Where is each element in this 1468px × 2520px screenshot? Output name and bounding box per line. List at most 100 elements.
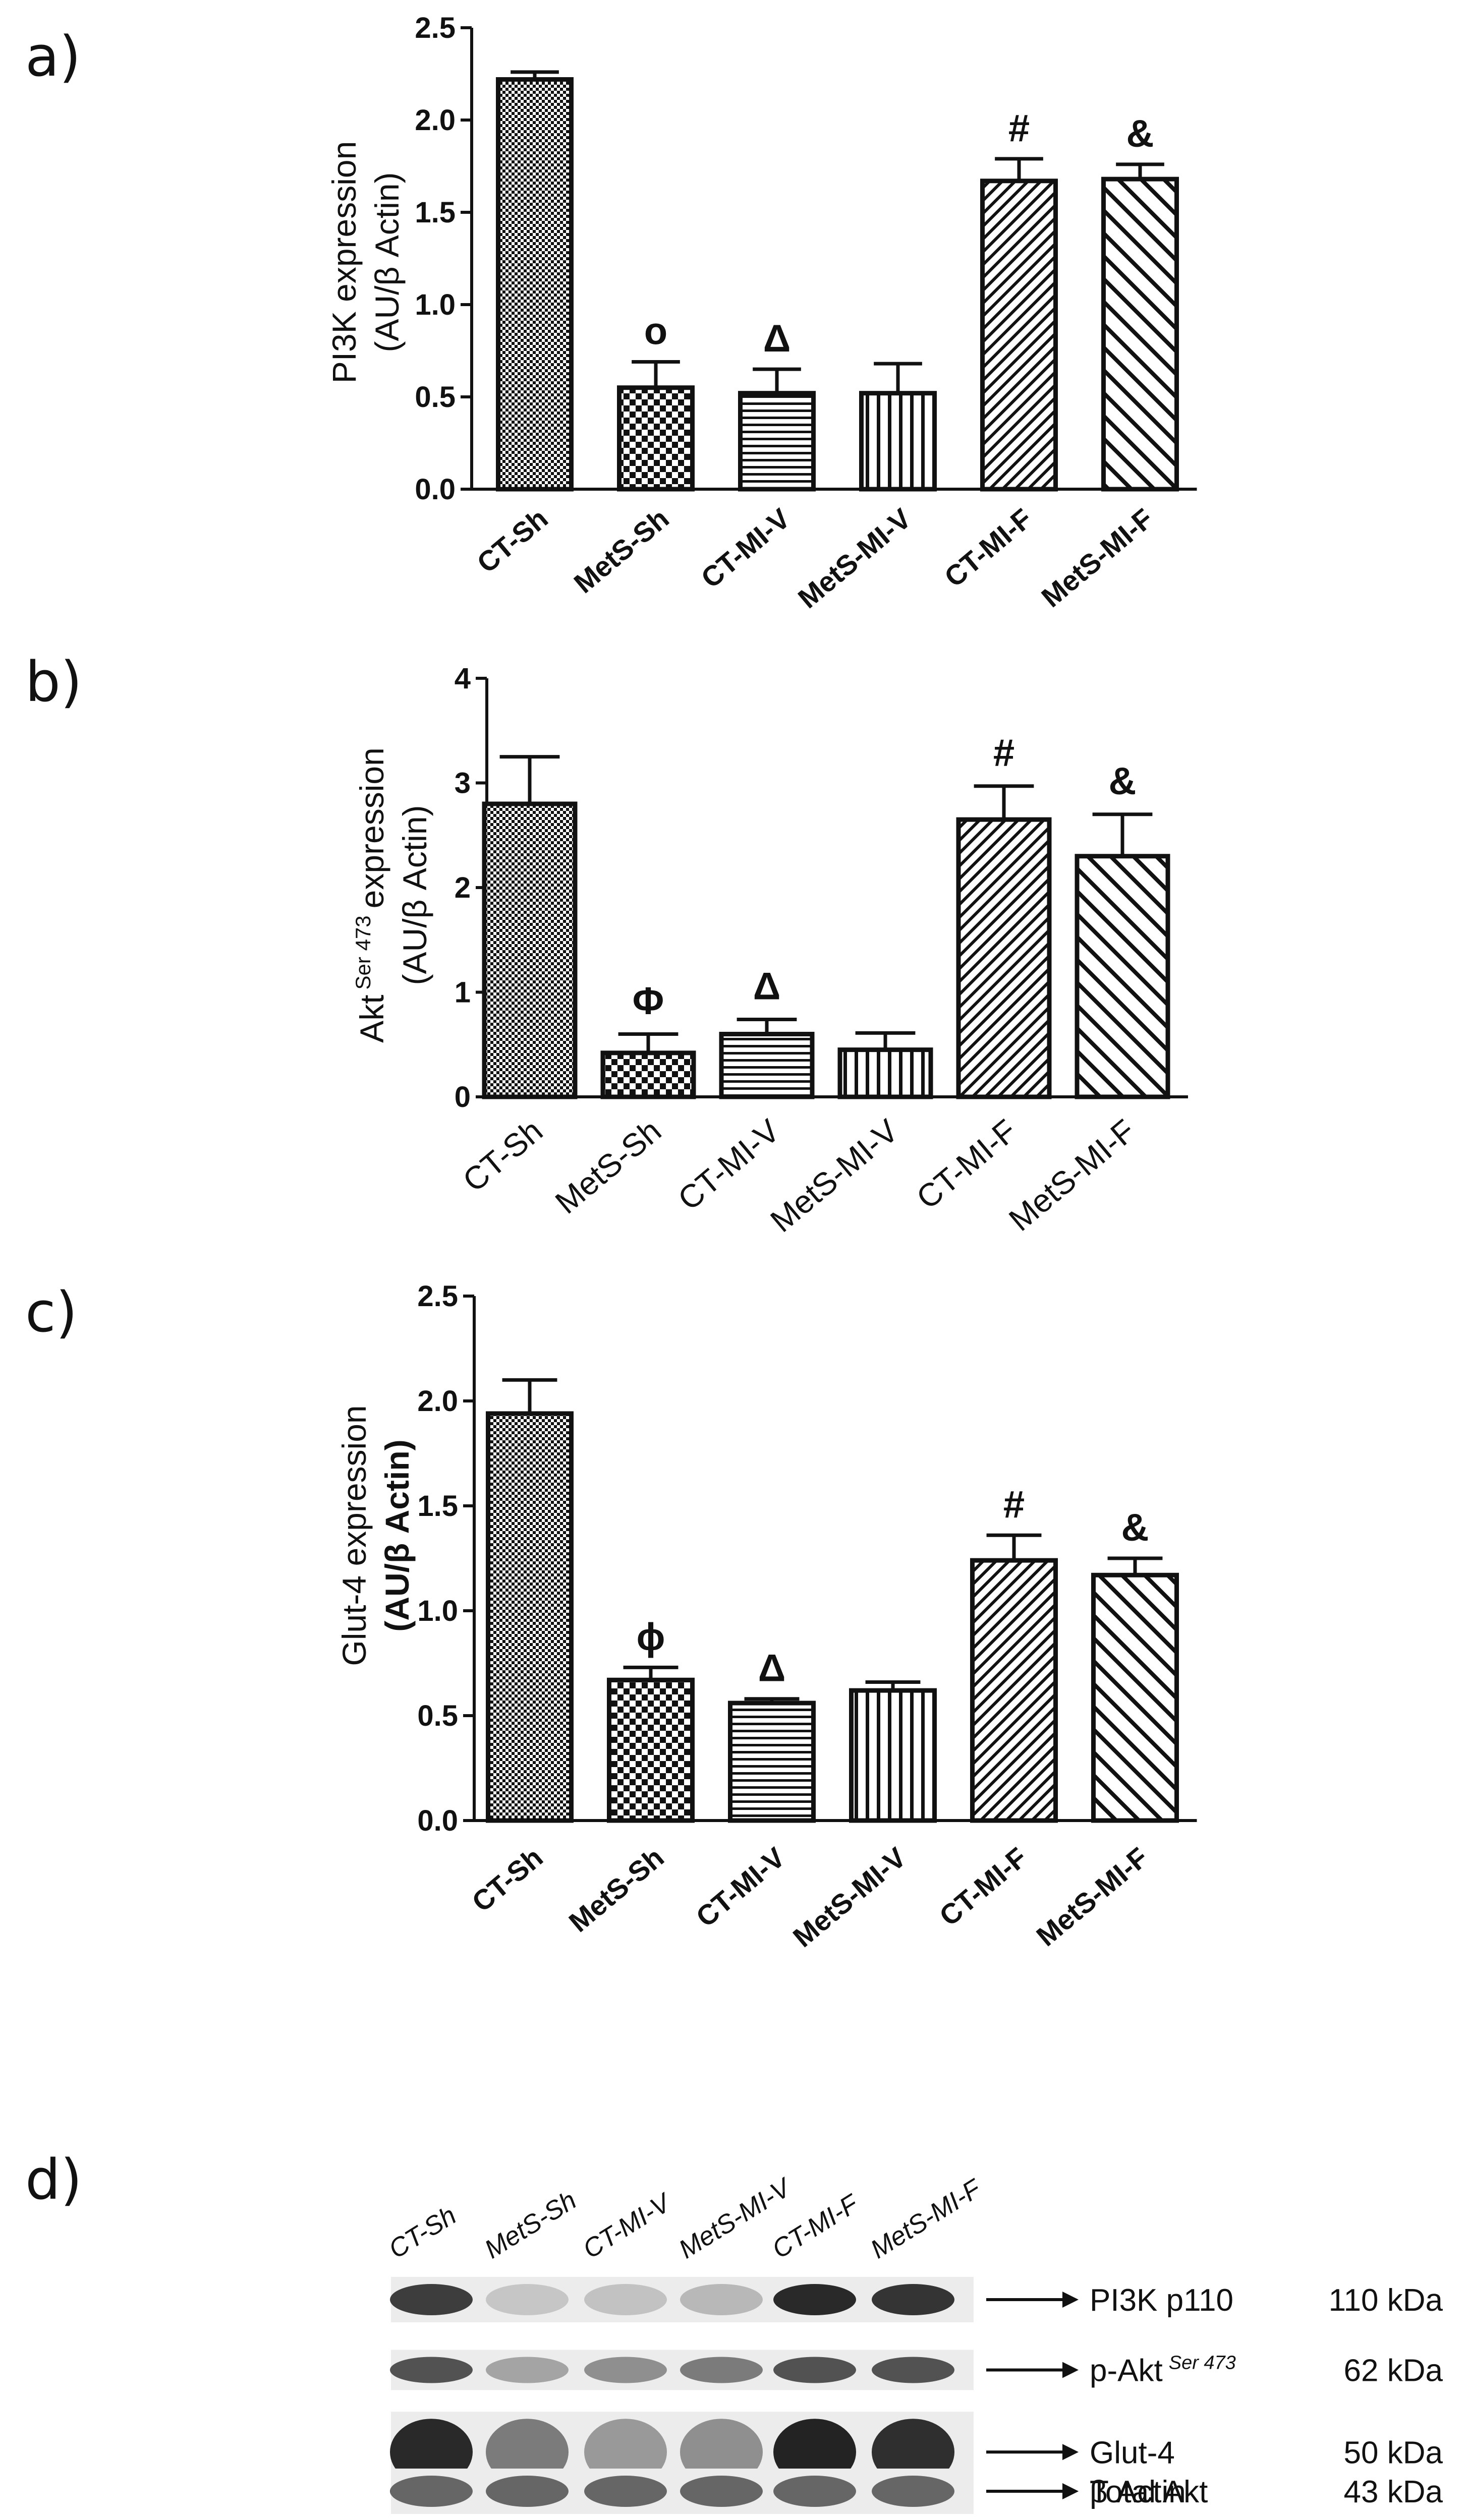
chart-a-ytick-label: 0.5 (415, 381, 456, 414)
western-blot-band (486, 2284, 569, 2315)
chart-a-bar (1101, 177, 1179, 492)
western-blot-band (390, 2476, 473, 2507)
western-blot-row-label: p-Akt Ser 473 (1090, 2353, 1236, 2388)
panel-letter-d: d) (25, 2147, 82, 2212)
chart-b-bar (482, 801, 578, 1099)
chart-b-ylabel-prefix: Akt (353, 994, 390, 1042)
panel-letter-a: a) (25, 24, 81, 89)
western-blot-band (773, 2284, 856, 2315)
western-blot-band (584, 2357, 667, 2383)
chart-a-marks: 0.00.51.01.52.02.5CT-ShoMetS-ShΔCT-MI-VM… (415, 12, 1197, 614)
western-blot-lane-label: CT-MI-V (578, 2187, 677, 2264)
western-blot-row-kda: 43 kDa (1344, 2475, 1443, 2509)
chart-b-category-label: CT-MI-V (671, 1112, 786, 1217)
panel-letter-c: c) (25, 1280, 77, 1344)
western-blot-band (486, 2357, 569, 2383)
western-blot-row-name: PI3K p110 (1090, 2283, 1233, 2318)
chart-a-significance: o (644, 310, 667, 353)
chart-c-category-label: CT-MI-V (690, 1841, 791, 1933)
chart-a-ytick-label: 1.5 (415, 196, 456, 229)
chart-a-category-label: CT-Sh (471, 502, 553, 579)
western-blot-band (773, 2476, 856, 2507)
western-blot-row-label: β Actin (1090, 2475, 1186, 2509)
chart-a-ylabel: PI3K expression (AU/β Actin) (325, 141, 406, 384)
chart-a-significance: # (1008, 107, 1030, 150)
western-blot-band (680, 2476, 763, 2507)
chart-b-category-label: CT-MI-F (910, 1112, 1024, 1216)
chart-c-bar (486, 1411, 574, 1823)
chart-b-ytick-label: 4 (455, 662, 471, 695)
western-blot-band (390, 2357, 473, 2383)
chart-a-bar (980, 179, 1058, 492)
chart-b-significance: Φ (633, 980, 664, 1023)
chart-a-pi3k: PI3K expression (AU/β Actin) 0.0 0.5 1.0 1.… (325, 12, 1197, 614)
chart-a-bar (859, 391, 937, 492)
western-blot-band (680, 2284, 763, 2315)
western-blot-arrow-head (1062, 2362, 1079, 2378)
chart-c-significance: Δ (758, 1647, 786, 1690)
chart-a-ylabel-line1: PI3K expression (325, 141, 363, 384)
chart-b-ytick-label: 1 (455, 976, 471, 1009)
western-blot-row-label: Total Akt (1090, 2475, 1208, 2509)
chart-c-glut4: Glut-4 expression (AU/β Actin) 0.0 0.5 1.0… (335, 1280, 1197, 1953)
western-blot-band (584, 2476, 667, 2507)
chart-c-significance: & (1121, 1506, 1149, 1549)
chart-b-ylabel-line1: Akt Ser 473 expression (351, 747, 390, 1043)
chart-c-ylabel-line1: Glut-4 expression (335, 1405, 373, 1666)
western-blot-arrow-head (1062, 2292, 1079, 2308)
chart-c-category-label: MetS-MI-V (787, 1841, 912, 1953)
chart-c-bar (1091, 1572, 1179, 1823)
western-blot-arrow-head (1062, 2444, 1079, 2460)
chart-c-category-label: CT-MI-F (933, 1841, 1033, 1932)
chart-c-category-label: CT-Sh (466, 1841, 548, 1918)
western-blot-row-name: β Actin (1090, 2475, 1186, 2509)
western-blot-band (773, 2357, 856, 2383)
chart-b-significance: # (993, 732, 1014, 775)
chart-c-significance: # (1003, 1483, 1025, 1526)
chart-a-ytick-label: 0.0 (415, 473, 456, 506)
chart-c-ytick-label: 0.5 (417, 1699, 458, 1732)
chart-b-ylabel-suffix: expression (353, 747, 390, 908)
chart-b-ytick-label: 3 (455, 767, 471, 800)
western-blot-row-label: Glut-4 (1090, 2435, 1175, 2470)
chart-b-category-label: CT-Sh (456, 1112, 549, 1199)
chart-c-bar (970, 1558, 1058, 1823)
western-blot-band (486, 2476, 569, 2507)
western-blot-band (390, 2284, 473, 2315)
western-blot-arrow-head (1062, 2483, 1079, 2499)
chart-b-category-label: MetS-Sh (548, 1112, 668, 1221)
chart-a-ytick-label: 2.5 (415, 12, 456, 44)
chart-b-bar (837, 1047, 933, 1099)
chart-b-category-label: MetS-MI-V (763, 1112, 905, 1239)
western-blot-row-label: PI3K p110 (1090, 2283, 1233, 2318)
chart-b-ylabel-line2: (AU/β Actin) (396, 805, 433, 985)
western-blot-band (872, 2476, 954, 2507)
western-blot-band (872, 2284, 954, 2315)
chart-c-ylabel-line2: (AU/β Actin) (378, 1439, 416, 1631)
chart-c-ylabel: Glut-4 expression (AU/β Actin) (335, 1405, 416, 1666)
chart-c-ytick-label: 2.5 (417, 1280, 458, 1313)
chart-b-bar (956, 817, 1052, 1099)
western-blot-row-sup: Ser 473 (1169, 2353, 1236, 2374)
chart-b-significance: Δ (753, 965, 781, 1008)
chart-c-ytick-label: 2.0 (417, 1385, 458, 1418)
western-blot-band (872, 2357, 954, 2383)
chart-b-ylabel: Akt Ser 473 expression (AU/β Actin) (351, 747, 433, 1043)
western-blot-row-name: Glut-4 (1090, 2435, 1175, 2470)
chart-c-ytick-label: 1.5 (417, 1490, 458, 1522)
chart-c-ytick-label: 1.0 (417, 1595, 458, 1627)
chart-a-significance: Δ (763, 317, 791, 360)
chart-b-bar (1075, 854, 1170, 1099)
chart-a-category-label: MetS-MI-F (1035, 502, 1159, 613)
western-blot-lane-label: CT-Sh (384, 2201, 462, 2264)
chart-c-bar (607, 1677, 695, 1823)
western-blot-row-kda: 62 kDa (1344, 2354, 1443, 2388)
chart-b-category-label: MetS-MI-F (1002, 1112, 1142, 1238)
chart-a-bar (738, 391, 816, 492)
chart-c-category-label: MetS-MI-F (1030, 1841, 1154, 1952)
chart-c-ytick-label: 0.0 (417, 1804, 458, 1837)
